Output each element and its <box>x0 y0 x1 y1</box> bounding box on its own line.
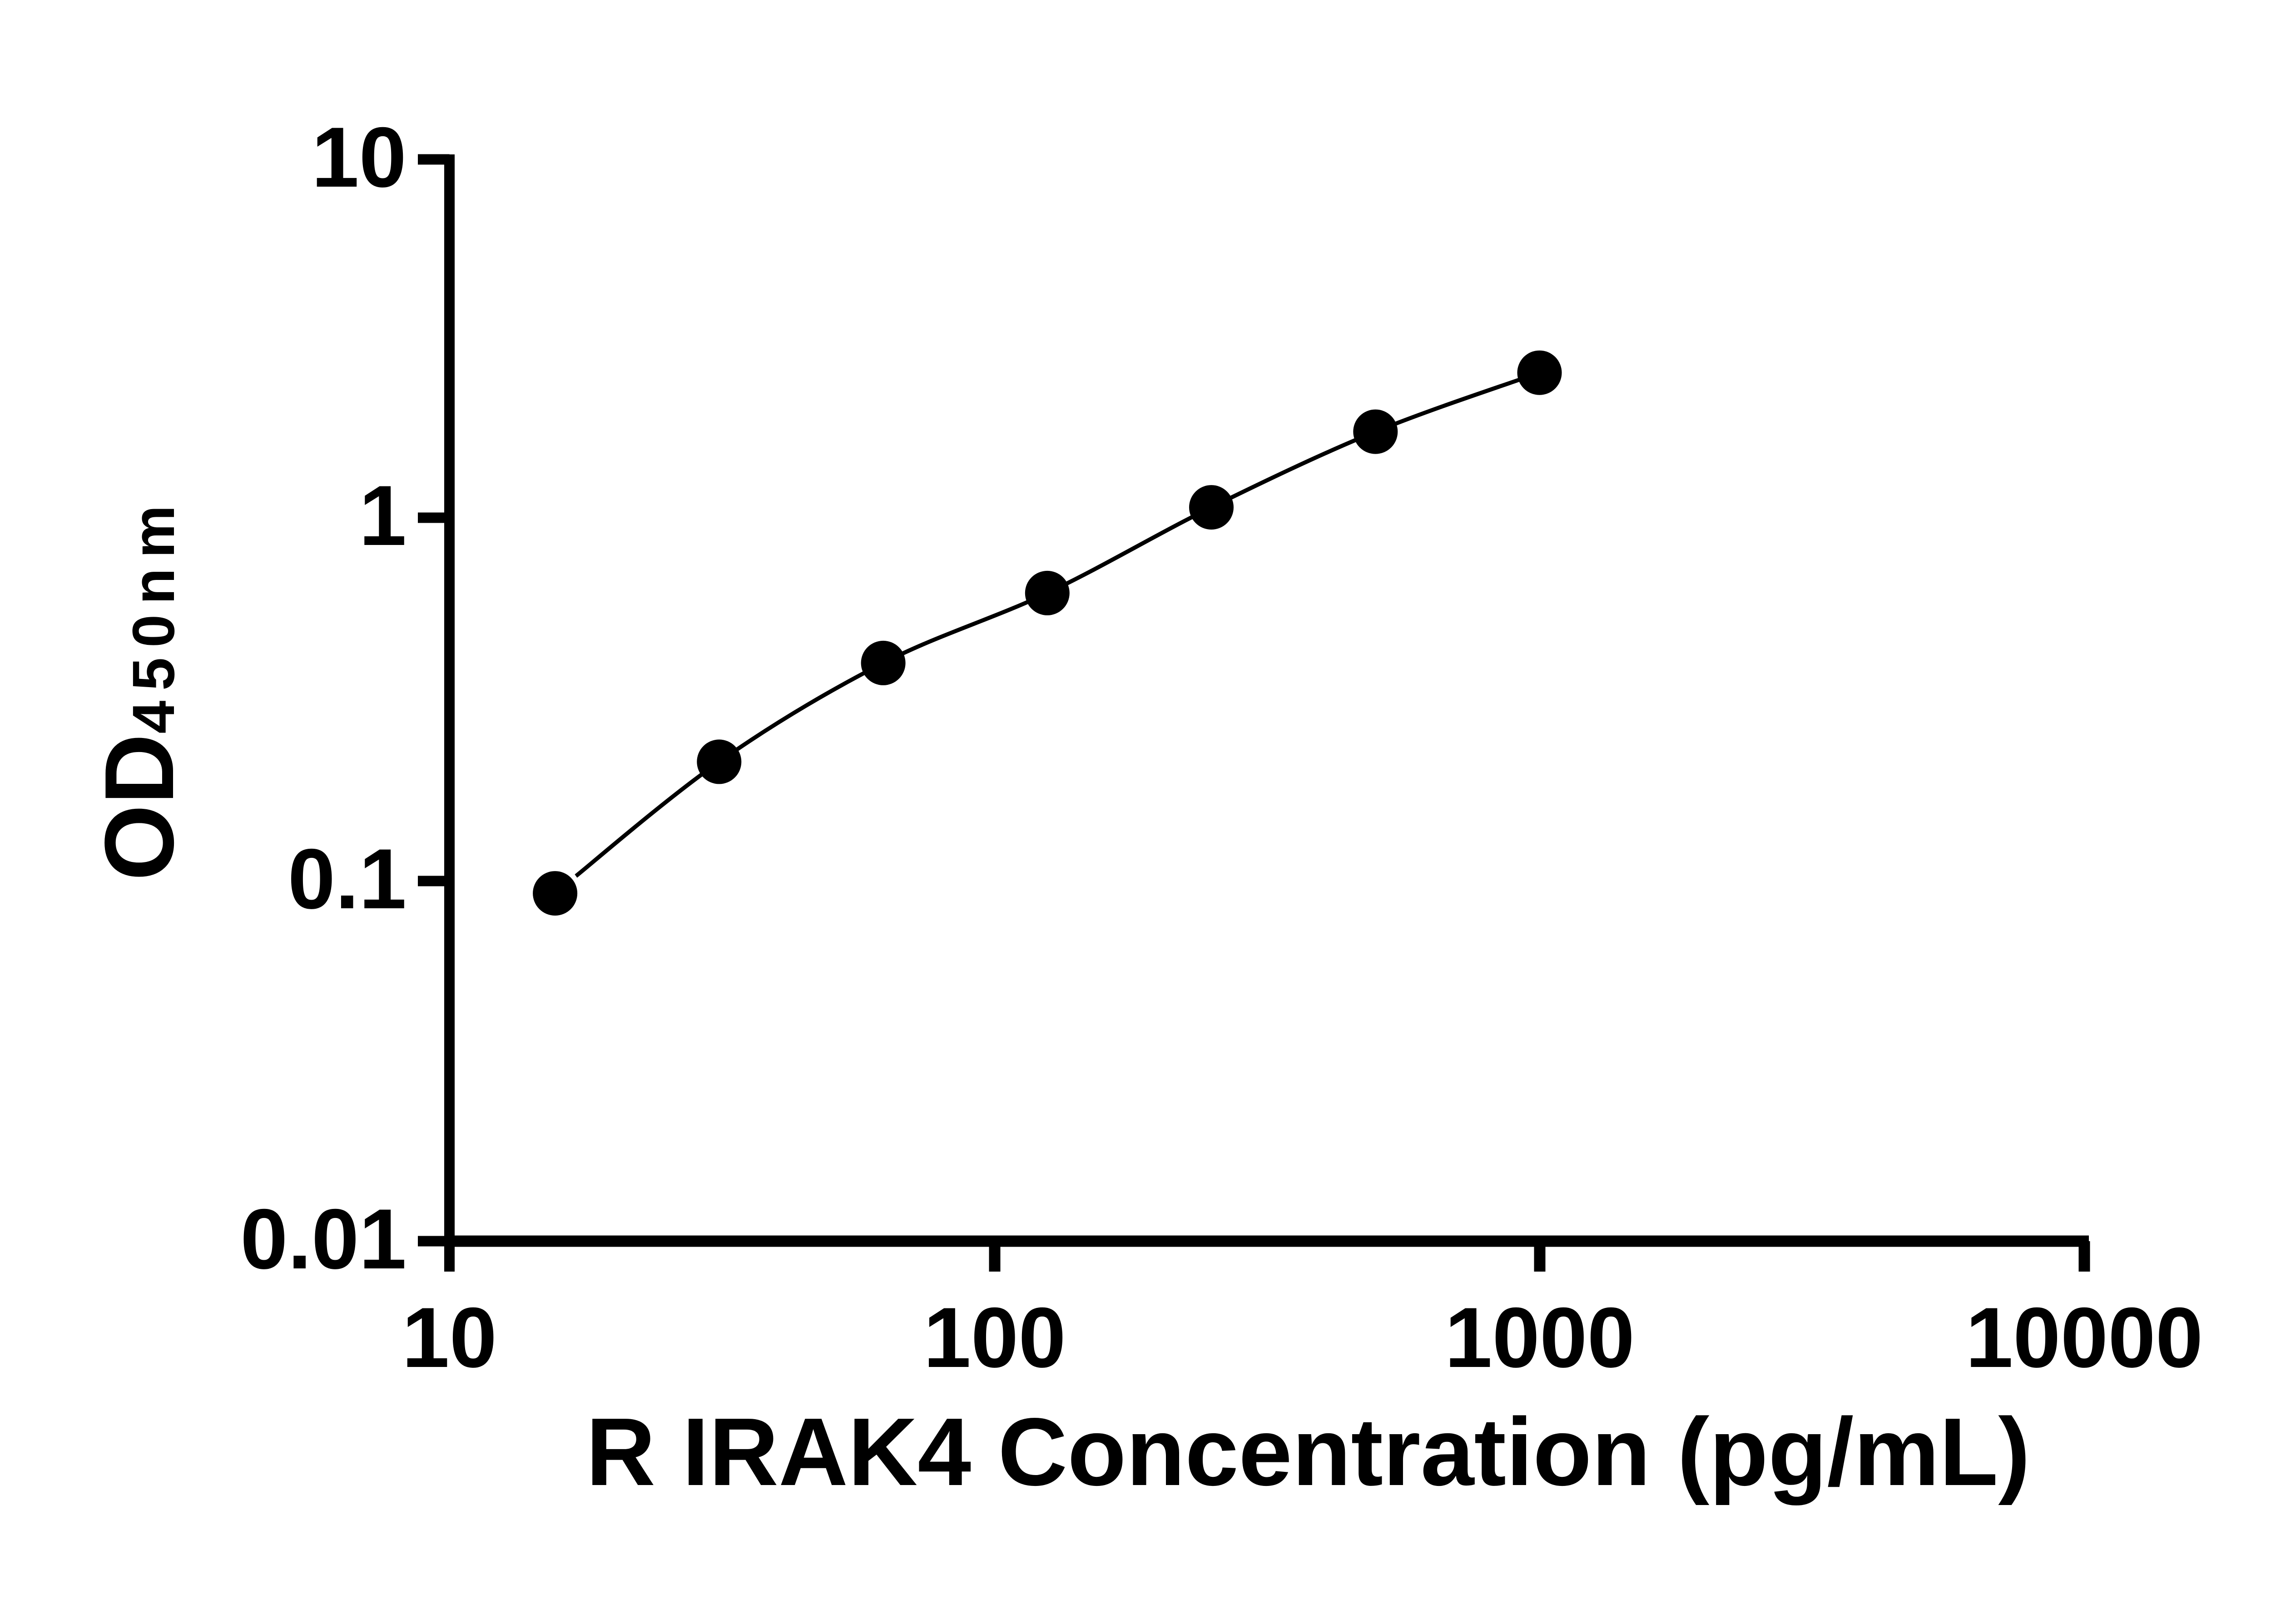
svg-text:1000: 1000 <box>1445 1290 1635 1385</box>
svg-text:0.1: 0.1 <box>288 831 407 926</box>
svg-text:R IRAK4 Concentration (pg/mL): R IRAK4 Concentration (pg/mL) <box>586 1398 2030 1505</box>
svg-text:10: 10 <box>402 1290 497 1385</box>
svg-text:100: 100 <box>923 1290 1066 1385</box>
svg-text:10: 10 <box>312 109 407 205</box>
svg-text:0.01: 0.01 <box>240 1191 407 1287</box>
svg-text:10000: 10000 <box>1966 1290 2203 1385</box>
svg-text:1: 1 <box>359 468 407 563</box>
